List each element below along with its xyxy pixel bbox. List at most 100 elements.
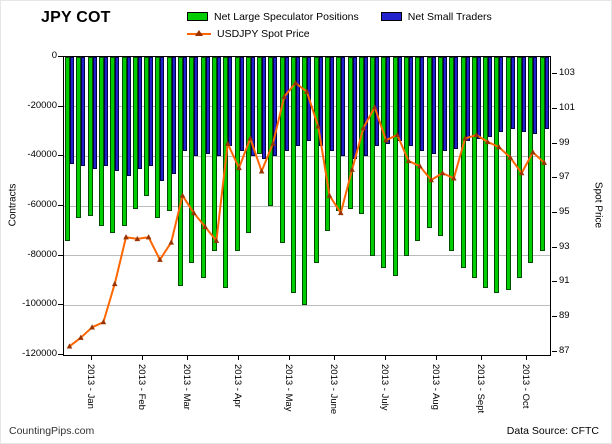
right-axis-tick-label: 95 — [559, 205, 570, 217]
legend-item-small-traders: Net Small Traders — [380, 11, 492, 23]
data-source-label: Data Source: CFTC — [506, 425, 599, 437]
small-trader-bar — [171, 57, 176, 174]
spot-price-marker — [394, 131, 401, 138]
spot-price-marker — [371, 104, 378, 110]
spot-price-marker — [123, 234, 129, 240]
spot-price-marker — [270, 140, 276, 146]
spot-price-marker — [541, 159, 547, 165]
spot-price-marker — [213, 237, 220, 243]
spot-price-marker — [179, 192, 186, 198]
spot-price-marker — [337, 209, 344, 216]
large-speculator-bar — [234, 57, 240, 251]
plot-area — [63, 56, 551, 356]
left-axis-tick — [58, 205, 63, 206]
x-axis-tick — [91, 356, 93, 360]
large-speculator-bar — [347, 57, 353, 209]
small-trader-bar — [273, 57, 278, 157]
spot-price-marker — [78, 334, 84, 340]
small-trader-bar — [194, 57, 199, 157]
left-axis-tick — [58, 155, 63, 157]
spot-price-marker — [518, 170, 525, 176]
spot-price-marker — [315, 123, 321, 129]
site-watermark: CountingPips.com — [9, 425, 95, 437]
left-axis-tick — [58, 254, 63, 256]
spot-price-marker — [530, 149, 536, 155]
spot-price-marker — [428, 177, 434, 183]
small-trader-bar — [363, 57, 368, 157]
large-speculator-bar — [76, 57, 82, 219]
large-speculator-bar — [200, 57, 206, 278]
right-axis-tick — [552, 350, 557, 352]
right-axis-tick-label: 87 — [559, 344, 570, 356]
left-axis-tick — [58, 354, 63, 355]
spot-price-marker — [202, 223, 208, 229]
x-axis-tick — [526, 356, 528, 360]
small-trader-bar — [250, 57, 255, 157]
x-axis-tick — [289, 356, 290, 360]
x-axis-month-label: 2013 - Oct — [520, 364, 532, 409]
small-trader-bar — [205, 57, 210, 154]
small-trader-bar — [137, 57, 142, 169]
right-axis-title: Spot Price — [592, 181, 604, 229]
large-speculator-bar — [437, 57, 443, 236]
right-axis-tick-label: 101 — [559, 101, 575, 113]
small-trader-bar — [92, 57, 97, 169]
spot-price-marker — [247, 135, 254, 141]
spot-price-line — [68, 82, 545, 348]
large-speculator-bar — [166, 57, 172, 211]
small-trader-bar — [160, 57, 165, 182]
large-speculator-bar — [483, 57, 489, 288]
legend-label-large-speculators: Net Large Speculator Positions — [214, 10, 359, 23]
legend-label-spot-price: USDJPY Spot Price — [217, 27, 310, 40]
large-speculator-bar — [189, 57, 195, 264]
spot-price-marker — [168, 239, 175, 245]
chart-title: JPY COT — [41, 9, 111, 26]
x-axis-tick — [436, 356, 437, 360]
left-axis-tick-label: -20000 — [27, 99, 57, 111]
large-speculator-bar — [415, 57, 421, 241]
large-speculator-bar — [324, 57, 330, 231]
legend-item-spot-price: USDJPY Spot Price — [187, 28, 310, 40]
large-speculator-bar — [449, 57, 455, 251]
large-speculator-bar — [110, 57, 116, 234]
right-axis-tick — [552, 281, 557, 283]
small-trader-bar — [544, 57, 549, 129]
x-axis-tick — [187, 356, 189, 360]
large-speculators-swatch-icon — [187, 12, 208, 21]
spot-price-marker — [304, 88, 310, 94]
x-axis-tick — [238, 356, 240, 360]
spot-price-marker — [224, 140, 231, 146]
right-axis-tick-label: 91 — [559, 275, 570, 287]
small-trader-bar — [409, 57, 414, 147]
right-axis-tick — [552, 315, 557, 317]
left-axis-tick-label: -80000 — [27, 248, 57, 260]
spot-price-marker — [281, 93, 288, 100]
x-axis-month-label: 2013 - Feb — [136, 364, 148, 410]
spot-price-marker — [496, 144, 502, 150]
small-trader-bar — [386, 57, 391, 144]
small-trader-bar — [126, 57, 131, 177]
x-axis-month-label: 2013 - Mar — [181, 364, 193, 410]
spot-price-marker — [405, 157, 412, 164]
large-speculator-bar — [155, 57, 161, 219]
large-speculator-bar — [426, 57, 432, 229]
spot-price-marker — [462, 135, 468, 141]
large-speculator-bar — [178, 57, 184, 286]
large-speculator-bar — [211, 57, 217, 251]
large-speculator-bar — [313, 57, 319, 264]
large-speculator-bar — [132, 57, 138, 209]
spot-price-marker — [236, 164, 242, 171]
right-axis-tick-label: 97 — [559, 171, 570, 183]
spot-price-marker — [473, 131, 480, 138]
left-axis-tick-label: 0 — [51, 50, 57, 61]
spot-price-marker — [89, 324, 95, 330]
x-axis-month-label: 2013 - July — [379, 364, 391, 411]
right-axis-tick — [552, 211, 557, 213]
left-axis-tick-label: -60000 — [27, 199, 57, 210]
small-trader-bar — [149, 57, 154, 167]
spot-price-marker — [157, 256, 163, 262]
left-axis-tick — [58, 105, 63, 107]
spot-price-marker — [326, 192, 333, 198]
legend-row-2: USDJPY Spot Price — [187, 25, 514, 42]
spot-price-marker — [100, 319, 107, 325]
